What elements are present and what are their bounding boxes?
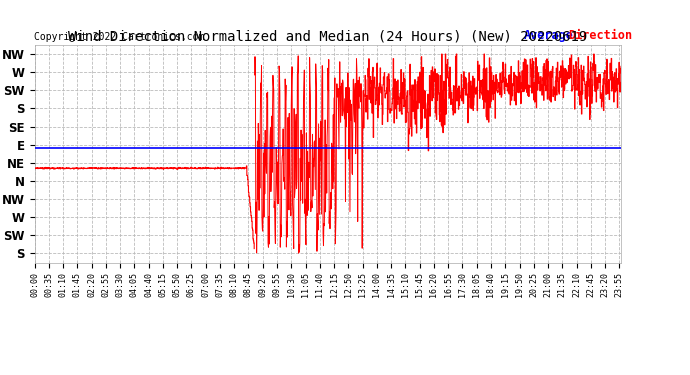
- Text: Average: Average: [524, 29, 574, 42]
- Title: Wind Direction Normalized and Median (24 Hours) (New) 20220619: Wind Direction Normalized and Median (24…: [68, 30, 587, 44]
- Text: Direction: Direction: [569, 29, 632, 42]
- Text: Copyright 2022 Cartronics.com: Copyright 2022 Cartronics.com: [34, 32, 205, 42]
